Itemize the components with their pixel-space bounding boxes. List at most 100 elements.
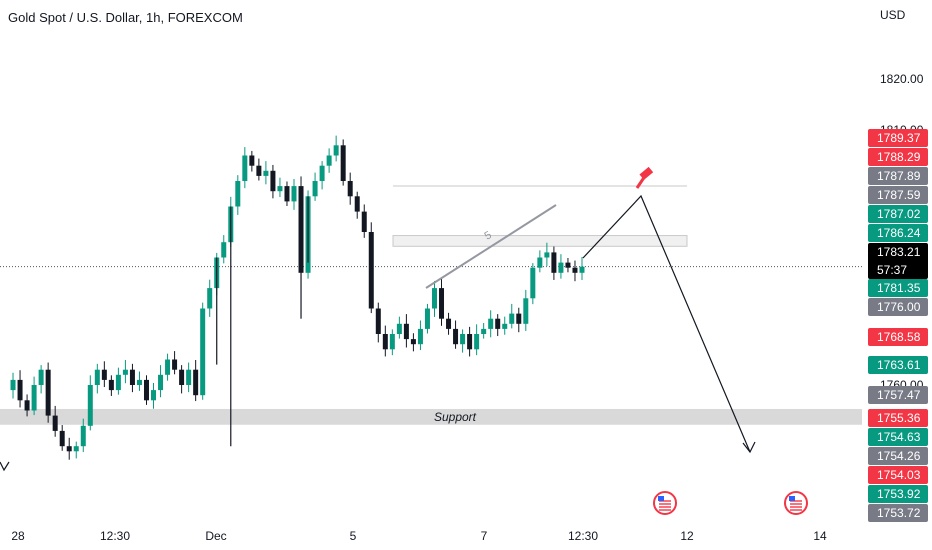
price-tag-value: 1776.00 <box>877 300 921 314</box>
price-tag-value: 1755.36 <box>877 411 921 425</box>
candle-body <box>165 359 171 375</box>
candle-body <box>502 323 508 329</box>
candle-body <box>108 379 114 391</box>
x-tick-label: 12 <box>680 529 694 543</box>
resistance-zone[interactable] <box>392 235 688 247</box>
us-flag-icon-canton <box>789 496 795 501</box>
candle-body <box>52 415 58 431</box>
candle-body <box>565 262 571 268</box>
candle-body <box>101 369 107 380</box>
price-tag[interactable] <box>868 186 928 204</box>
us-flag-icon-canton <box>658 496 664 501</box>
price-tag[interactable] <box>868 328 928 346</box>
candle-body <box>453 328 459 345</box>
price-tag[interactable] <box>868 243 928 279</box>
y-tick-label: 1820.00 <box>880 72 924 86</box>
candle-body <box>481 328 487 334</box>
price-tag[interactable] <box>868 409 928 427</box>
x-tick-label: Dec <box>205 529 226 543</box>
candle-body <box>467 334 473 350</box>
candle-body <box>396 323 402 334</box>
candle-body <box>403 323 409 340</box>
candle-body <box>249 155 255 166</box>
price-tag-value: 1753.92 <box>877 487 921 501</box>
price-tag-value: 1768.58 <box>877 330 921 344</box>
candle-body <box>312 181 318 197</box>
price-tag-value: 1753.72 <box>877 506 921 520</box>
candle-body <box>333 145 339 156</box>
price-tag[interactable] <box>868 356 928 374</box>
price-tag[interactable] <box>868 428 928 446</box>
price-tag-countdown: 57:37 <box>877 263 907 277</box>
price-tag[interactable] <box>868 386 928 404</box>
candle-body <box>495 318 501 329</box>
candle-body <box>375 308 381 334</box>
x-tick-label: 5 <box>350 529 357 543</box>
x-tick-label: 28 <box>11 529 25 543</box>
candle-body <box>579 266 585 273</box>
x-tick-label: 12:30 <box>568 529 598 543</box>
price-tag[interactable] <box>868 129 928 147</box>
candle-body <box>439 288 445 319</box>
candle-body <box>66 446 72 452</box>
candle-body <box>516 313 522 324</box>
candle-body <box>298 186 304 273</box>
candle-body <box>460 334 466 345</box>
price-tag[interactable] <box>868 148 928 166</box>
chart-title: Gold Spot / U.S. Dollar, 1h, FOREXCOM <box>8 10 243 25</box>
candle-body <box>551 252 557 273</box>
price-tag-value: 1787.02 <box>877 207 921 221</box>
candle-body <box>151 390 157 401</box>
price-tag-value: 1754.26 <box>877 449 921 463</box>
candle-body <box>270 170 276 192</box>
support-label: Support <box>434 410 477 424</box>
wedge-line[interactable] <box>425 204 557 289</box>
candle-body <box>129 369 135 385</box>
candle-body <box>10 379 16 391</box>
candle-body <box>94 369 100 385</box>
candle-body <box>361 211 367 232</box>
candle-body <box>488 318 494 329</box>
candle-body <box>172 359 178 370</box>
price-tag[interactable] <box>868 167 928 185</box>
price-tag-value: 1757.47 <box>877 388 921 402</box>
price-tag-value: 1783.21 <box>877 245 921 259</box>
us-flag-icon[interactable] <box>784 491 808 515</box>
candle-body <box>143 379 149 401</box>
candle-body <box>474 334 480 350</box>
price-tag-value: 1763.61 <box>877 358 921 372</box>
x-tick-label: 7 <box>481 529 488 543</box>
candle-body <box>340 145 346 181</box>
candle-body <box>38 369 44 385</box>
price-tag[interactable] <box>868 279 928 297</box>
candle-body <box>382 334 388 350</box>
price-tag[interactable] <box>868 205 928 223</box>
price-tag-value: 1789.37 <box>877 131 921 145</box>
candle-body <box>207 288 213 309</box>
candle-body <box>122 369 128 375</box>
price-tag[interactable] <box>868 504 928 522</box>
price-tag-value: 1786.24 <box>877 226 921 240</box>
price-tag[interactable] <box>868 485 928 503</box>
projection-path[interactable] <box>582 194 751 453</box>
price-tag-value: 1787.59 <box>877 188 921 202</box>
candle-body <box>200 308 206 396</box>
price-tag-value: 1754.03 <box>877 468 921 482</box>
candle-body <box>319 165 325 181</box>
candle-body <box>572 267 578 273</box>
price-tag-value: 1787.89 <box>877 169 921 183</box>
price-tag[interactable] <box>868 224 928 242</box>
us-flag-icon[interactable] <box>653 491 677 515</box>
support-zone[interactable] <box>0 408 862 425</box>
left-arrowhead <box>0 461 10 472</box>
candle-body <box>59 430 65 447</box>
candle-body <box>410 339 416 345</box>
hammer-icon[interactable] <box>639 166 654 180</box>
candle-body <box>446 318 452 329</box>
price-tag[interactable] <box>868 298 928 316</box>
price-tag[interactable] <box>868 447 928 465</box>
candle-body <box>193 369 199 396</box>
price-tag[interactable] <box>868 466 928 484</box>
x-tick-label: 12:30 <box>100 529 130 543</box>
